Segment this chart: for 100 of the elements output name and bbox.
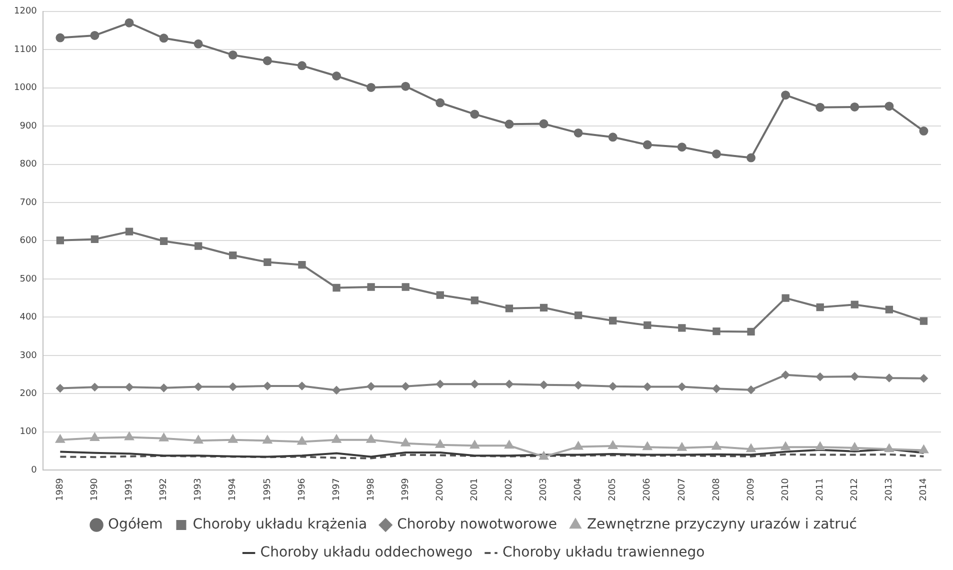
point: [436, 380, 444, 388]
point: [332, 386, 341, 394]
x-tick-label: 1995: [262, 478, 273, 501]
x-tick-label: 1990: [90, 478, 100, 501]
x-tick-label: 2014: [919, 478, 930, 501]
x-tick-label: 1989: [56, 478, 66, 501]
point: [608, 132, 618, 142]
x-tick-label: 2008: [712, 478, 722, 501]
y-tick-label: 800: [20, 160, 38, 170]
point: [574, 381, 582, 390]
point: [194, 436, 203, 444]
point: [504, 120, 514, 129]
point: [194, 39, 203, 48]
point: [608, 441, 618, 450]
point: [677, 142, 686, 152]
x-tick-label: 1998: [366, 478, 376, 501]
point: [920, 374, 928, 382]
y-tick-label: 700: [20, 198, 38, 208]
y-tick-label: 400: [20, 312, 38, 323]
point: [746, 153, 756, 162]
point: [160, 237, 168, 245]
point: [125, 383, 134, 392]
point: [228, 434, 238, 443]
point: [850, 442, 860, 451]
point: [747, 386, 756, 394]
point: [366, 82, 376, 92]
point: [56, 236, 64, 244]
point: [332, 284, 340, 292]
point: [124, 18, 134, 28]
point: [781, 442, 790, 450]
point: [402, 382, 410, 390]
point: [782, 370, 790, 379]
point: [816, 442, 825, 450]
point: [262, 436, 272, 444]
point: [298, 382, 306, 390]
x-tick-label: 2001: [470, 478, 480, 501]
x-tick-label: 1996: [297, 478, 308, 501]
point: [56, 384, 64, 392]
point: [194, 242, 202, 250]
point: [229, 251, 237, 260]
point: [712, 149, 721, 158]
x-tick-label: 1997: [332, 478, 342, 501]
legend-label: Choroby układu krążenia: [192, 516, 368, 533]
point: [885, 306, 894, 314]
point: [540, 380, 548, 389]
point: [125, 228, 134, 236]
y-tick-label: 600: [20, 236, 38, 246]
point: [746, 444, 756, 452]
point: [678, 324, 686, 332]
point: [644, 321, 652, 330]
point: [56, 33, 65, 42]
point: [884, 444, 894, 452]
point: [228, 382, 237, 391]
x-tick-label: 2011: [815, 478, 826, 501]
point: [574, 311, 582, 320]
legend-label: Zewnętrzne przyczyny urazów i zatruć: [586, 516, 857, 533]
point: [298, 436, 306, 445]
point: [367, 283, 375, 291]
x-tick-label: 1994: [228, 478, 238, 501]
x-tick-label: 2007: [677, 478, 688, 501]
point: [712, 384, 720, 393]
point: [574, 442, 583, 450]
point: [332, 434, 341, 443]
point: [850, 300, 858, 308]
point: [539, 452, 548, 460]
point: [159, 433, 168, 442]
point: [712, 328, 720, 336]
x-tick-label: 2004: [574, 478, 584, 501]
point: [539, 119, 548, 128]
x-tick-label: 2010: [780, 478, 791, 501]
point: [470, 440, 480, 449]
point: [90, 235, 99, 244]
point: [297, 61, 306, 70]
x-tick-label: 2009: [746, 478, 756, 501]
point: [919, 445, 928, 454]
x-tick-label: 1993: [194, 478, 204, 501]
x-tick-label: 1999: [400, 478, 411, 501]
x-tick-label: 2002: [504, 478, 515, 501]
x-tick-label: 1992: [159, 478, 170, 501]
point: [90, 383, 99, 392]
point: [262, 56, 272, 66]
point: [609, 316, 617, 324]
x-tick-label: 2012: [850, 478, 860, 501]
point: [850, 372, 859, 380]
point: [816, 303, 824, 312]
point: [643, 382, 652, 391]
point: [90, 432, 100, 441]
point: [470, 380, 479, 388]
legend-label: Choroby nowotworowe: [397, 516, 557, 533]
point: [436, 98, 445, 108]
point: [505, 380, 514, 388]
point: [747, 328, 755, 336]
point: [642, 140, 652, 150]
point: [264, 258, 272, 266]
point: [574, 128, 583, 138]
point: [159, 34, 168, 43]
y-tick-label: 500: [20, 274, 38, 284]
legend-label: Choroby układu oddechowego: [260, 544, 473, 561]
point: [367, 382, 376, 390]
y-tick-label: 1200: [14, 6, 38, 17]
